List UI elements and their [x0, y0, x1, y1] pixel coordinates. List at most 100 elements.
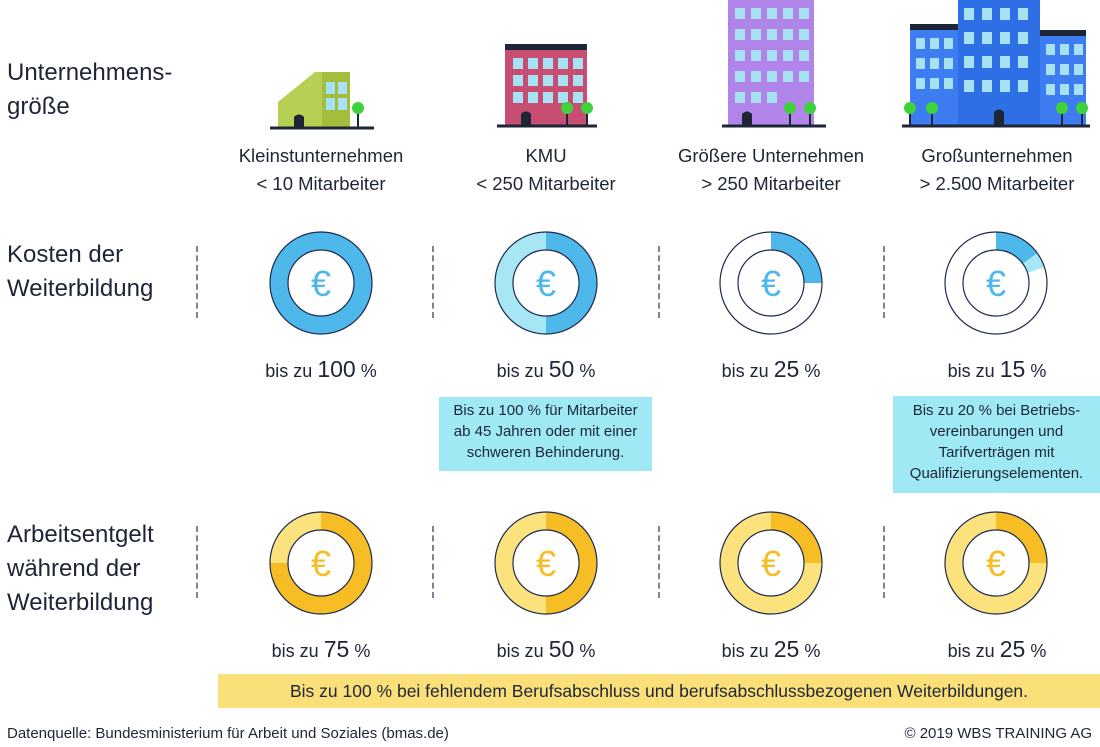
wage-label-gross: bis zu 25 %: [897, 636, 1097, 663]
donut-value-segment: [770, 512, 822, 564]
wage-donut-2: €: [494, 511, 598, 615]
large-building-icon: [722, 0, 826, 128]
column-title-kleinst: Kleinstunternehmen < 10 Mitarbeiter: [206, 142, 436, 198]
donut-outline: [512, 529, 580, 597]
donut-outline: [944, 231, 1048, 335]
pct-value: 25: [773, 356, 800, 382]
donut-outline: [719, 511, 823, 615]
euro-icon: €: [311, 263, 331, 304]
wage-label-kleinst: bis zu 75 %: [221, 636, 421, 663]
pct-unit: %: [1030, 641, 1047, 661]
pct-unit: %: [1030, 361, 1047, 381]
pct-prefix: bis zu: [265, 361, 313, 381]
euro-icon: €: [311, 543, 331, 584]
pct-prefix: bis zu: [947, 361, 995, 381]
donut-outline: [737, 529, 805, 597]
column-employees: > 250 Mitarbeiter: [701, 173, 841, 194]
pct-prefix: bis zu: [271, 641, 319, 661]
divider: [883, 246, 885, 318]
pct-unit: %: [579, 361, 596, 381]
divider: [432, 246, 434, 318]
column-employees: < 10 Mitarbeiter: [256, 173, 386, 194]
costs-label-groessere: bis zu 25 %: [671, 356, 871, 383]
note-kmu: Bis zu 100 % für Mitarbeiter ab 45 Jahre…: [439, 397, 652, 471]
medium-building-icon: [497, 44, 597, 128]
wage-label-kmu: bis zu 50 %: [446, 636, 646, 663]
costs-donut-3: €: [719, 231, 823, 335]
donut-outline: [287, 249, 355, 317]
donut-outline: [962, 529, 1030, 597]
donut-value-segment: [545, 232, 597, 334]
row-label-size: Unternehmens- größe: [7, 59, 173, 120]
wage-donut-4: €: [944, 511, 1048, 615]
donut-value-segment: [270, 512, 372, 614]
column-employees: < 250 Mitarbeiter: [476, 173, 616, 194]
column-name: Größere Unternehmen: [677, 145, 865, 166]
pct-unit: %: [360, 361, 377, 381]
wage-donut-1: €: [269, 511, 373, 615]
column-name: KMU: [525, 145, 567, 166]
donut-outline: [269, 231, 373, 335]
donut-value-segment: [995, 232, 1038, 264]
pct-unit: %: [579, 641, 596, 661]
euro-icon: €: [986, 263, 1006, 304]
pct-prefix: bis zu: [496, 361, 544, 381]
pct-value: 100: [317, 356, 356, 382]
divider: [883, 526, 885, 598]
footer-copyright: © 2019 WBS TRAINING AG: [904, 725, 1093, 742]
banner-note: Bis zu 100 % bei fehlendem Berufsabschlu…: [218, 674, 1100, 708]
footer-source: Datenquelle: Bundesministerium für Arbei…: [7, 725, 449, 742]
costs-donut-1: €: [269, 231, 373, 335]
euro-icon: €: [536, 263, 556, 304]
pct-prefix: bis zu: [947, 641, 995, 661]
donut-outline: [944, 511, 1048, 615]
row-label-costs: Kosten der Weiterbildung: [7, 241, 154, 302]
pct-value: 50: [548, 636, 575, 662]
pct-value: 25: [773, 636, 800, 662]
divider: [196, 246, 198, 318]
donut-value-segment: [270, 232, 372, 334]
donut-value-segment: [995, 512, 1047, 564]
wage-label-groessere: bis zu 25 %: [671, 636, 871, 663]
pct-value: 15: [999, 356, 1026, 382]
donut-outline: [494, 511, 598, 615]
pct-unit: %: [354, 641, 371, 661]
euro-icon: €: [536, 543, 556, 584]
donut-value-segment: [545, 512, 597, 614]
euro-icon: €: [986, 543, 1006, 584]
divider: [658, 526, 660, 598]
costs-donut-4: €: [944, 231, 1048, 335]
divider: [196, 526, 198, 598]
costs-label-gross: bis zu 15 %: [897, 356, 1097, 383]
row-label-wage: Arbeitsentgelt während der Weiterbildung: [7, 521, 154, 616]
pct-unit: %: [804, 361, 821, 381]
column-title-gross: Großunternehmen > 2.500 Mitarbeiter: [882, 142, 1100, 198]
pct-value: 25: [999, 636, 1026, 662]
donut-value-segment: [770, 232, 822, 284]
wage-donut-3: €: [719, 511, 823, 615]
column-title-groessere: Größere Unternehmen > 250 Mitarbeiter: [656, 142, 886, 198]
pct-value: 50: [548, 356, 575, 382]
pct-prefix: bis zu: [721, 361, 769, 381]
divider: [432, 526, 434, 598]
costs-label-kleinst: bis zu 100 %: [221, 356, 421, 383]
pct-value: 75: [323, 636, 350, 662]
donut-outline: [512, 249, 580, 317]
costs-donut-2: €: [494, 231, 598, 335]
donut-outline: [719, 231, 823, 335]
column-name: Kleinstunternehmen: [238, 145, 404, 166]
pct-unit: %: [804, 641, 821, 661]
pct-prefix: bis zu: [721, 641, 769, 661]
donut-outline: [962, 249, 1030, 317]
campus-buildings-icon: [902, 0, 1090, 128]
costs-label-kmu: bis zu 50 %: [446, 356, 646, 383]
euro-icon: €: [761, 543, 781, 584]
note-gross: Bis zu 20 % bei Betriebs- vereinbarungen…: [893, 396, 1100, 493]
euro-icon: €: [761, 263, 781, 304]
divider: [658, 246, 660, 318]
pct-prefix: bis zu: [496, 641, 544, 661]
column-title-kmu: KMU < 250 Mitarbeiter: [431, 142, 661, 198]
column-employees: > 2.500 Mitarbeiter: [919, 173, 1075, 194]
donut-outline: [737, 249, 805, 317]
column-name: Großunternehmen: [921, 145, 1073, 166]
